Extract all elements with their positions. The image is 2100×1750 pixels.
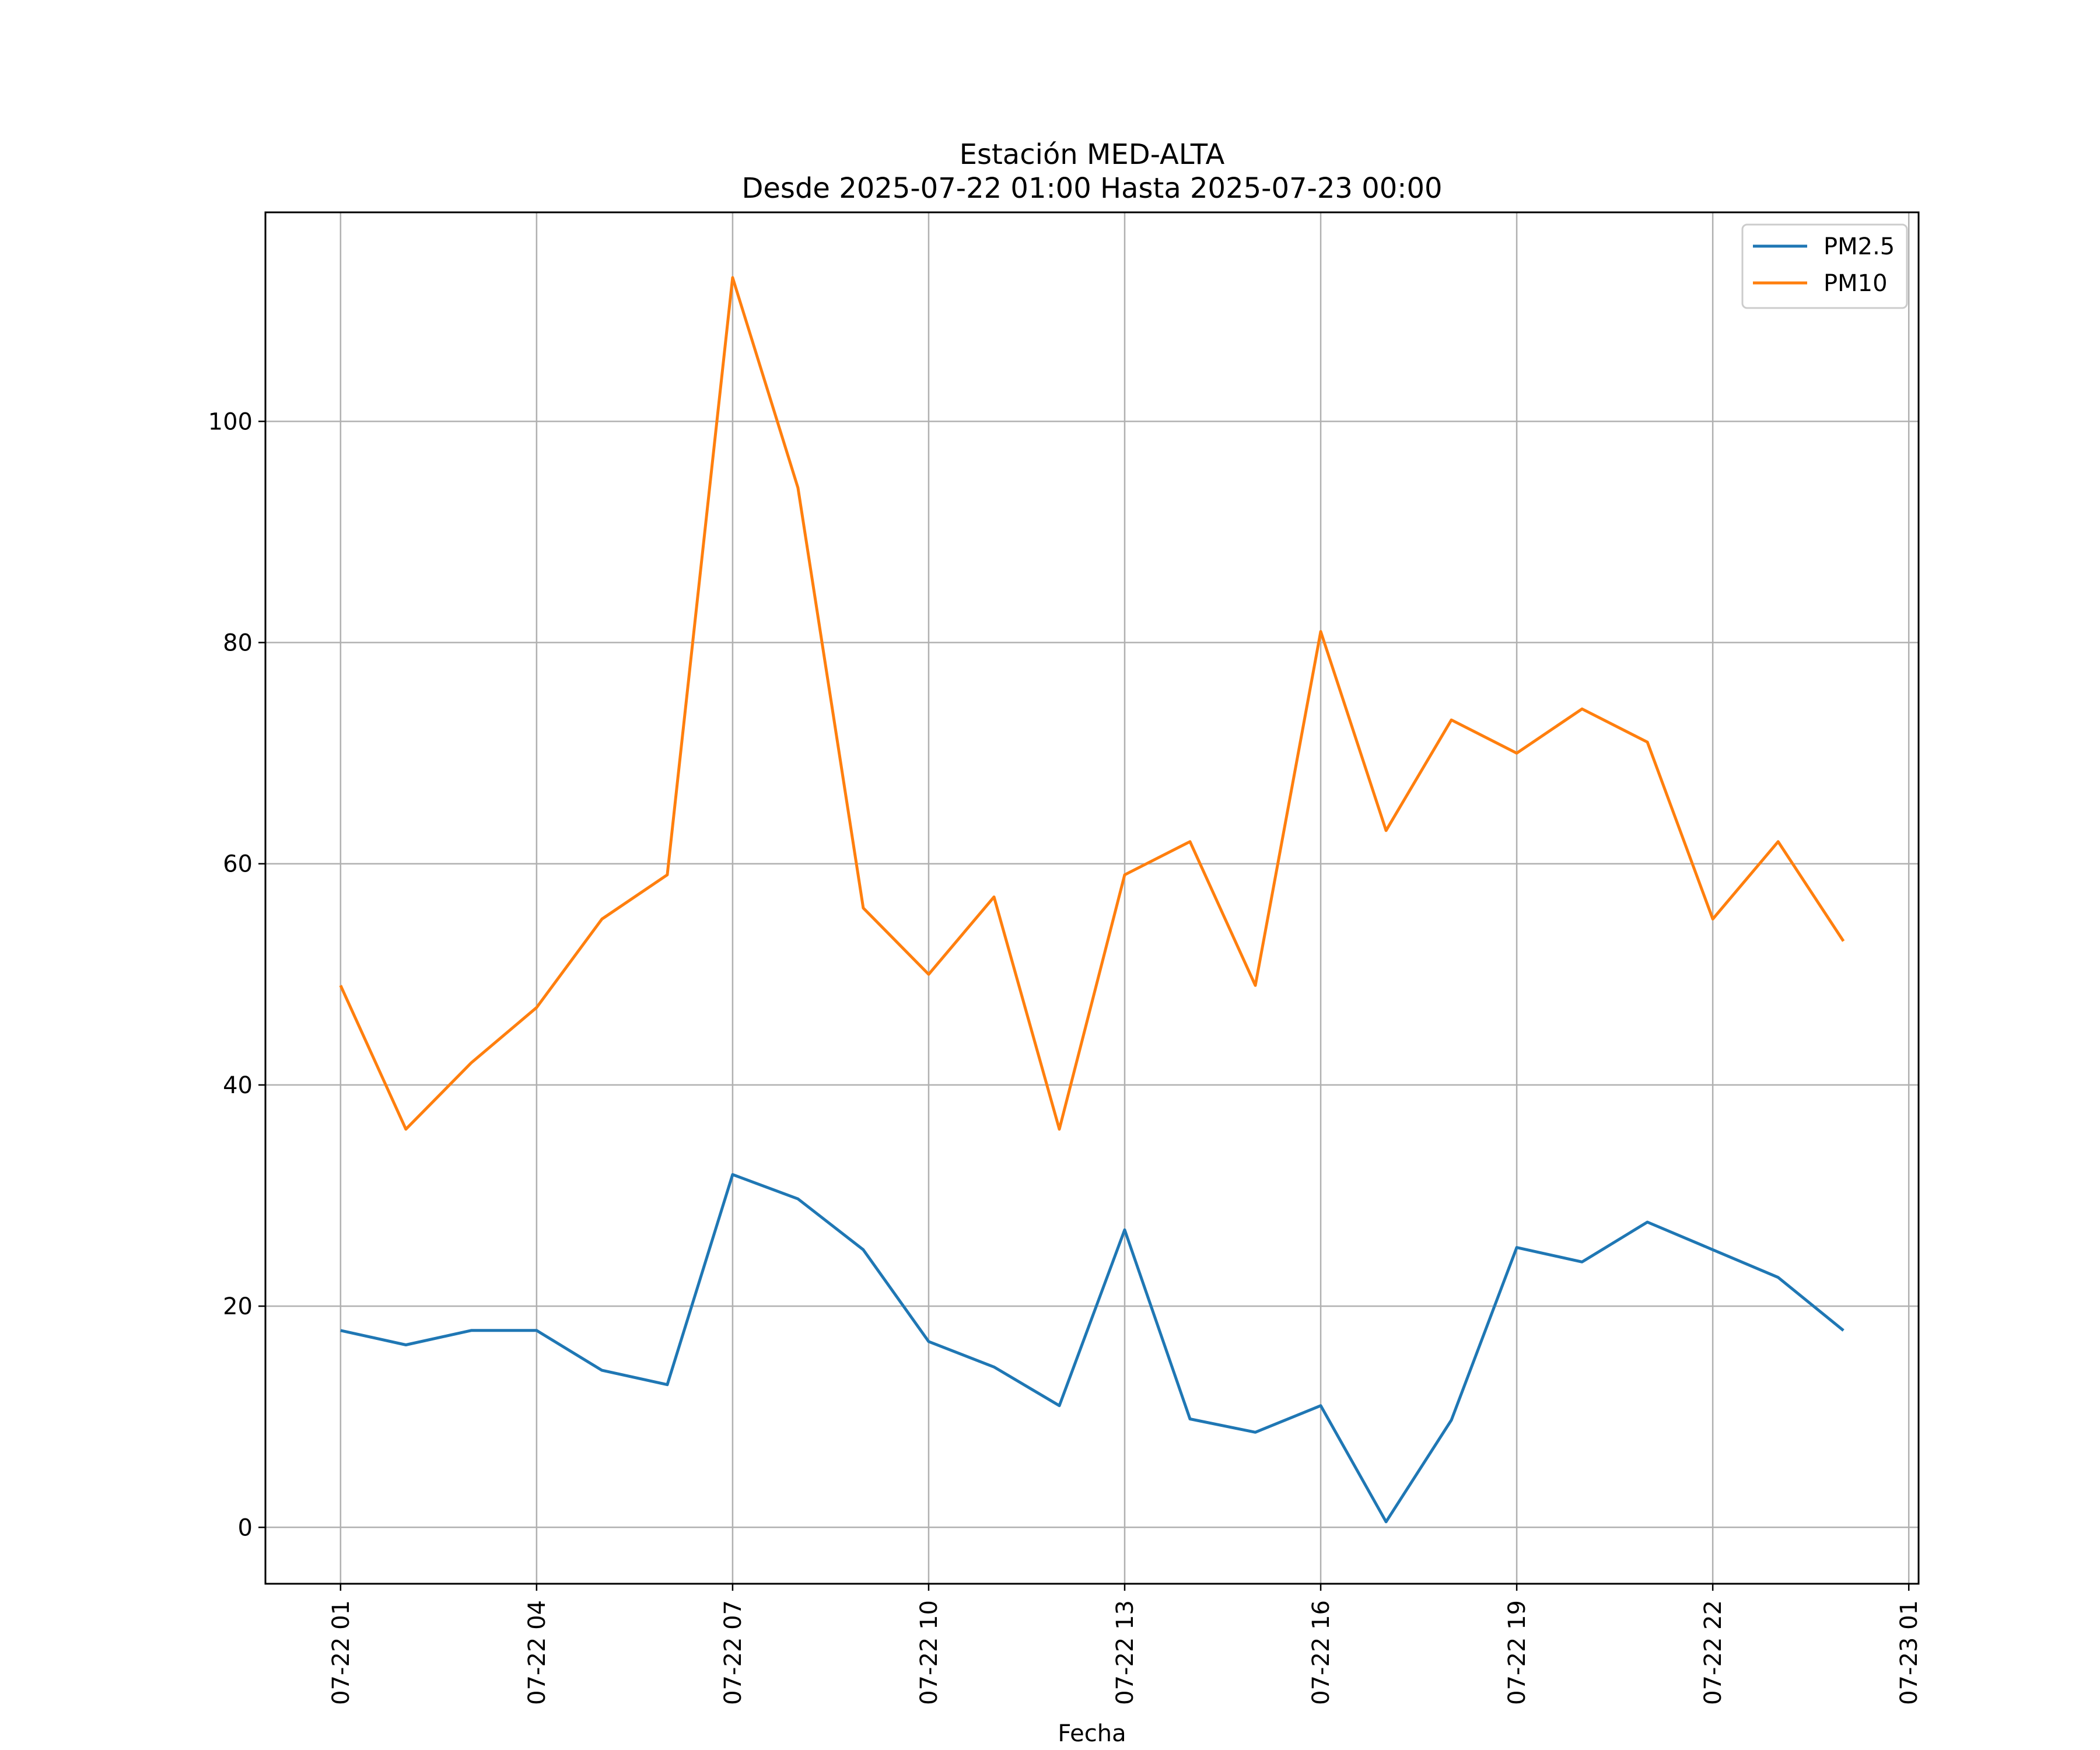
grid bbox=[265, 212, 1919, 1584]
x-tick-label: 07-22 04 bbox=[524, 1600, 551, 1705]
x-tick-label: 07-22 19 bbox=[1504, 1600, 1531, 1705]
x-tick-label: 07-23 01 bbox=[1896, 1600, 1923, 1705]
legend: PM2.5 PM10 bbox=[1741, 223, 1908, 309]
x-tick-label: 07-22 07 bbox=[720, 1600, 747, 1705]
chart-subtitle: Desde 2025-07-22 01:00 Hasta 2025-07-23 … bbox=[741, 172, 1442, 205]
x-tick-label: 07-22 22 bbox=[1700, 1600, 1727, 1705]
x-tick-label: 07-22 16 bbox=[1308, 1600, 1335, 1705]
x-axis: 07-22 01 07-22 04 07-22 07 07-22 10 07-22 13… bbox=[328, 1584, 1923, 1705]
x-tick-label: 07-22 13 bbox=[1112, 1600, 1139, 1705]
x-tick-label: 07-22 10 bbox=[916, 1600, 943, 1705]
legend-label-pm10: PM10 bbox=[1824, 270, 1888, 297]
y-tick-label: 20 bbox=[223, 1293, 253, 1320]
plot-frame bbox=[264, 211, 1920, 1585]
chart-title: Estación MED-ALTA bbox=[960, 138, 1225, 171]
series-line-pm25 bbox=[340, 1173, 1845, 1524]
y-tick-label: 100 bbox=[208, 408, 253, 435]
y-tick-label: 0 bbox=[238, 1514, 253, 1541]
y-tick-label: 40 bbox=[223, 1072, 253, 1099]
y-axis: 0 20 40 60 80 100 bbox=[208, 408, 265, 1541]
series-line-pm10 bbox=[339, 276, 1845, 1131]
series-lines bbox=[339, 276, 1845, 1524]
y-tick-label: 80 bbox=[223, 630, 253, 657]
y-tick-label: 60 bbox=[223, 851, 253, 878]
x-tick-label: 07-22 01 bbox=[328, 1600, 355, 1705]
x-axis-label: Fecha bbox=[1058, 1720, 1126, 1747]
legend-label-pm25: PM2.5 bbox=[1824, 233, 1895, 260]
